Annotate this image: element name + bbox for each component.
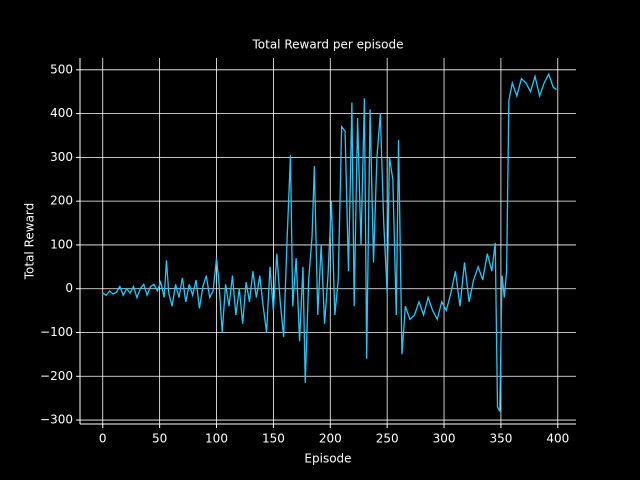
y-tick-label: 200 [50, 194, 73, 208]
x-tick-label: 150 [262, 432, 285, 446]
x-tick-label: 100 [205, 432, 228, 446]
x-tick-label: 250 [376, 432, 399, 446]
y-tick-label: −300 [40, 413, 73, 427]
x-axis-label: Episode [304, 452, 351, 466]
y-axis-label: Total Reward [23, 203, 37, 281]
y-tick-label: 100 [50, 237, 73, 251]
y-tick-label: −200 [40, 369, 73, 383]
y-tick-label: 400 [50, 106, 73, 120]
x-tick-label: 200 [319, 432, 342, 446]
y-tick-label: −100 [40, 325, 73, 339]
x-tick-label: 50 [152, 432, 167, 446]
x-tick-label: 350 [489, 432, 512, 446]
x-tick-label: 400 [546, 432, 569, 446]
y-tick-label: 300 [50, 150, 73, 164]
y-tick-label: 500 [50, 62, 73, 76]
data-line [102, 72, 558, 412]
y-tick-label: 0 [65, 281, 73, 295]
chart-title: Total Reward per episode [251, 38, 403, 52]
x-tick-label: 0 [99, 432, 107, 446]
x-tick-label: 300 [433, 432, 456, 446]
